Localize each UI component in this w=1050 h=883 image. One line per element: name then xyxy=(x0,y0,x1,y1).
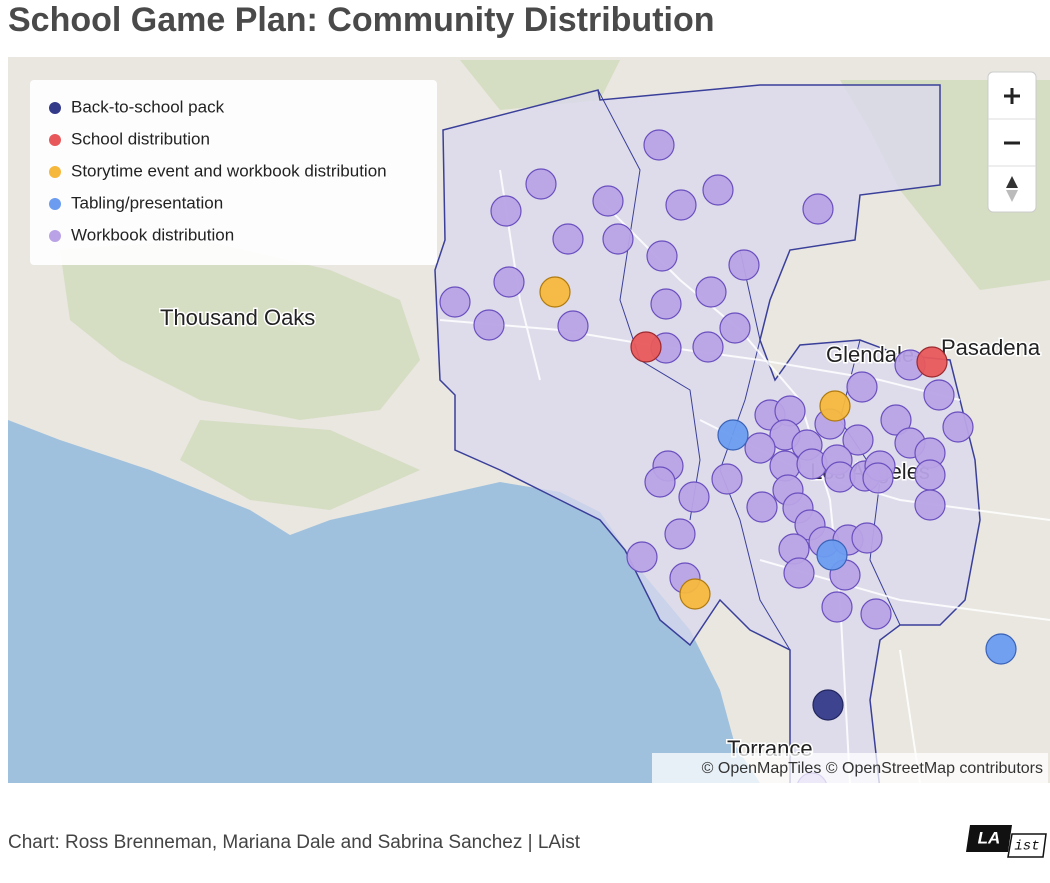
location-point xyxy=(842,424,874,456)
location-point xyxy=(914,459,946,491)
location-point xyxy=(851,522,883,554)
location-point xyxy=(862,462,894,494)
location-point xyxy=(985,633,1017,665)
attribution: © OpenMapTiles © OpenStreetMap contribut… xyxy=(702,760,1043,777)
attribution-box xyxy=(652,753,1048,783)
zoom-controls xyxy=(987,71,1037,213)
legend-swatch xyxy=(49,198,61,210)
location-point xyxy=(643,129,675,161)
location-point xyxy=(646,240,678,272)
legend-label: School distribution xyxy=(71,129,210,148)
zoom-out-button[interactable] xyxy=(988,120,1036,166)
location-point xyxy=(490,195,522,227)
place-label: Thousand Oaks xyxy=(160,305,315,330)
ocean xyxy=(8,420,760,783)
legend-label: Back-to-school pack xyxy=(71,97,225,116)
legend: Back-to-school pack School distribution St… xyxy=(49,97,387,244)
location-point xyxy=(821,591,853,623)
logo-ist: ist xyxy=(1014,839,1039,855)
title: School Game Plan: Community Distribution xyxy=(8,1,715,39)
location-point xyxy=(802,193,834,225)
legend-swatch xyxy=(49,166,61,178)
location-point xyxy=(916,346,948,378)
credit: Chart: Ross Brenneman, Mariana Dale and … xyxy=(8,832,581,853)
location-point xyxy=(473,309,505,341)
map: Thousand OaksGlendalePasadenaLos Angeles… xyxy=(8,57,1050,783)
location-point xyxy=(746,491,778,523)
location-point xyxy=(860,598,892,630)
location-point xyxy=(439,286,471,318)
zoom-in-button[interactable] xyxy=(988,72,1036,118)
location-point xyxy=(664,518,696,550)
location-point xyxy=(914,489,946,521)
location-point xyxy=(539,276,571,308)
logo-la: LA xyxy=(978,828,1001,847)
location-point xyxy=(665,189,697,221)
location-point xyxy=(719,312,751,344)
location-point xyxy=(679,578,711,610)
location-point xyxy=(493,266,525,298)
location-point xyxy=(525,168,557,200)
place-label: Pasadena xyxy=(941,335,1041,360)
location-point xyxy=(846,371,878,403)
location-point xyxy=(702,174,734,206)
legend-label: Tabling/presentation xyxy=(71,193,223,212)
legend-swatch xyxy=(49,134,61,146)
location-point xyxy=(728,249,760,281)
location-point xyxy=(923,379,955,411)
legend-label: Storytime event and workbook distributio… xyxy=(71,161,387,180)
location-point xyxy=(678,481,710,513)
location-point xyxy=(812,689,844,721)
points xyxy=(439,129,1017,783)
location-point xyxy=(816,539,848,571)
location-point xyxy=(783,557,815,589)
location-point xyxy=(626,541,658,573)
location-point xyxy=(650,288,682,320)
legend-label: Workbook distribution xyxy=(71,225,234,244)
location-point xyxy=(602,223,634,255)
legend-swatch xyxy=(49,230,61,242)
location-point xyxy=(592,185,624,217)
location-point xyxy=(744,432,776,464)
location-point xyxy=(711,463,743,495)
location-point xyxy=(717,419,749,451)
location-point xyxy=(692,331,724,363)
location-point xyxy=(644,466,676,498)
legend-swatch xyxy=(49,102,61,114)
location-point xyxy=(819,390,851,422)
location-point xyxy=(695,276,727,308)
location-point xyxy=(630,331,662,363)
logo: LA ist xyxy=(966,825,1047,858)
location-point xyxy=(942,411,974,443)
location-point xyxy=(880,404,912,436)
location-point xyxy=(552,223,584,255)
compass-button[interactable] xyxy=(988,167,1036,212)
legend-box xyxy=(30,80,437,265)
location-point xyxy=(557,310,589,342)
